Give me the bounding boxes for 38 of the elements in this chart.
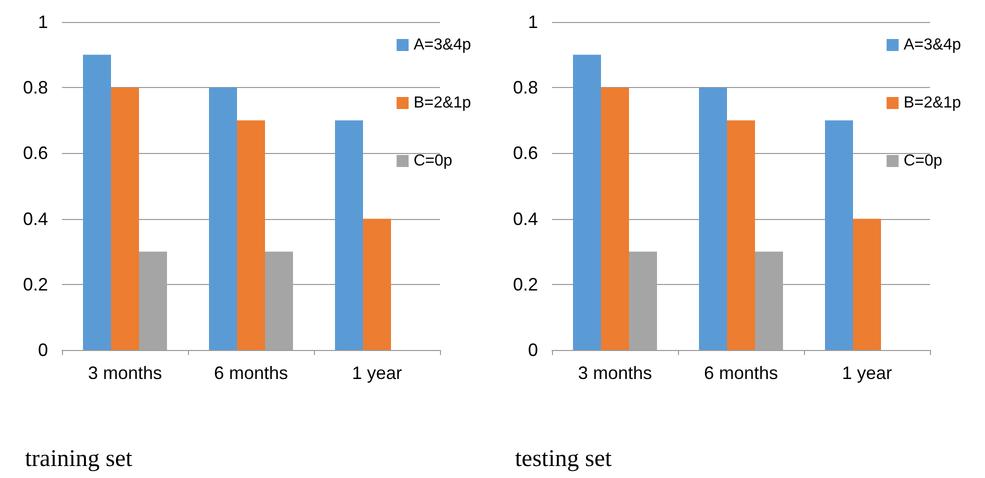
text: training set	[25, 446, 133, 472]
y-tick-label: 0.6	[512, 143, 538, 164]
y-tick-label: 0	[38, 340, 48, 360]
text: testing set	[515, 446, 612, 472]
x-tick-label: 6 months	[214, 363, 288, 383]
x-tick-label: 1 year	[352, 363, 402, 383]
y-tick-label: 0.8	[512, 78, 538, 98]
y-tick-label: 0.8	[22, 78, 48, 98]
y-tick-label: 0	[528, 340, 538, 360]
bar	[111, 88, 139, 350]
legend-label: B=2&1p	[414, 94, 472, 112]
y-tick-label: 1	[38, 12, 48, 32]
bar	[853, 218, 881, 350]
bar	[209, 88, 237, 350]
y-tick-label: 0.2	[22, 274, 48, 294]
bar	[825, 120, 853, 350]
x-tick-label: 3 months	[88, 363, 162, 383]
legend-label: A=3&4p	[904, 36, 962, 54]
x-tick-label: 1 year	[842, 363, 892, 383]
bar	[727, 120, 755, 350]
bar	[335, 120, 363, 350]
legend-label: C=0p	[414, 152, 452, 170]
y-tick-label: 0.2	[512, 274, 538, 294]
legend-label: B=2&1p	[904, 94, 962, 112]
x-tick-label: 3 months	[578, 363, 652, 383]
y-tick-label: 1	[528, 12, 538, 32]
bar	[83, 54, 111, 350]
y-tick-label: 0.4	[22, 208, 48, 229]
legend-label: A=3&4p	[414, 36, 472, 54]
x-tick-label: 6 months	[704, 363, 778, 383]
bar	[699, 88, 727, 350]
bar	[237, 120, 265, 350]
bar	[573, 54, 601, 350]
y-tick-label: 0.6	[22, 143, 48, 164]
legend-label: C=0p	[904, 152, 942, 170]
y-tick-label: 0.4	[512, 208, 538, 229]
bar	[363, 218, 391, 350]
bar	[601, 88, 629, 350]
